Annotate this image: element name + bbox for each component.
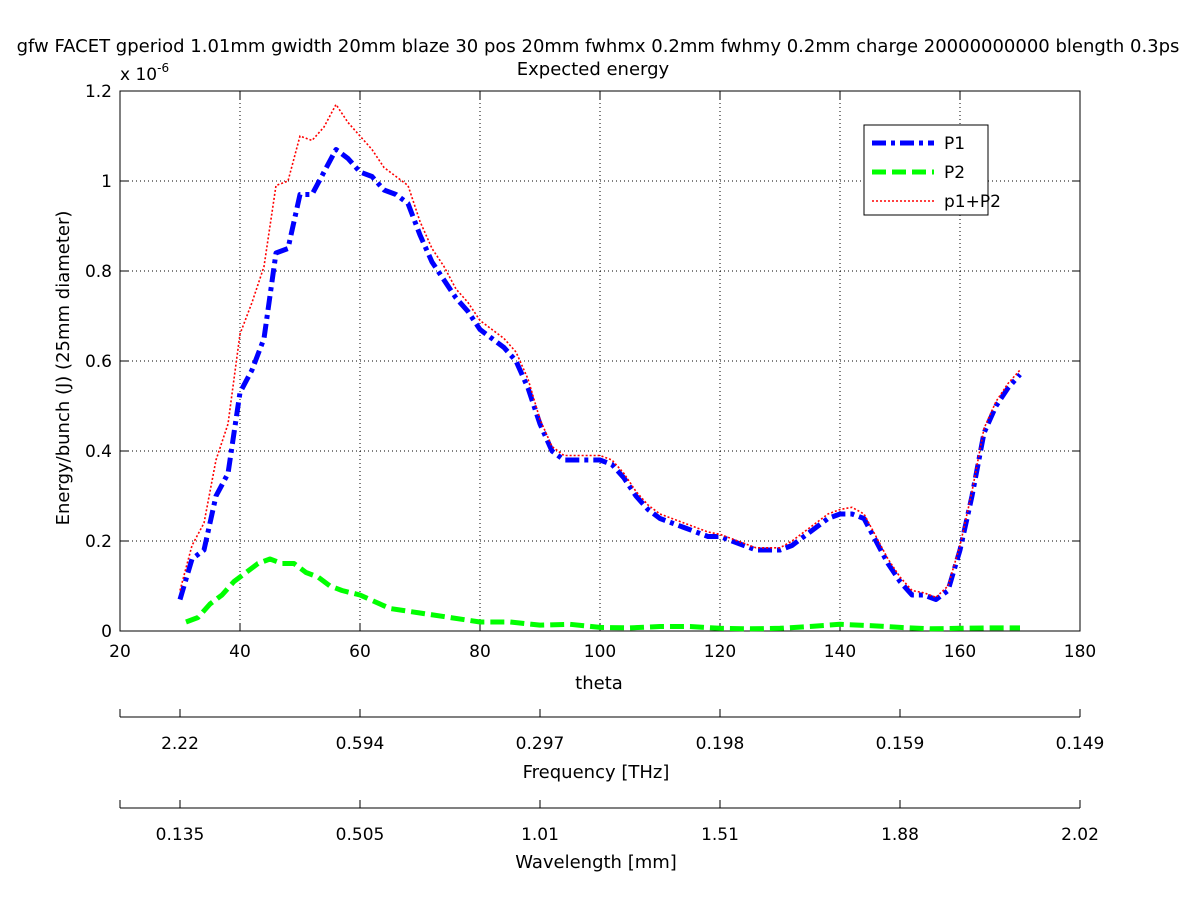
wavelength-axis: 0.135 0.505 1.01 1.51 1.88 2.02 — [119, 800, 1099, 845]
y-tick-label: 1.2 — [85, 82, 112, 102]
y-axis-label: Energy/bunch (J) (25mm diameter) — [53, 211, 74, 526]
x-tick-label: 60 — [349, 642, 371, 662]
legend: P1 P2 p1+P2 — [863, 124, 1001, 216]
secondary-tick-label: 0.149 — [1056, 734, 1105, 754]
frequency-axis: 2.22 0.594 0.297 0.198 0.159 0.149 — [119, 709, 1105, 754]
y-exponent-label: x 10-6 — [120, 61, 169, 85]
frequency-axis-label: Frequency [THz] — [523, 762, 670, 783]
secondary-tick-label: 1.51 — [701, 825, 739, 845]
secondary-tick-label: 0.594 — [336, 734, 385, 754]
x-tick-label: 180 — [1064, 642, 1096, 662]
secondary-tick-label: 0.159 — [876, 734, 925, 754]
x-tick-label: 20 — [109, 642, 131, 662]
series-line-p1 — [177, 147, 1022, 602]
y-tick-label: 0.8 — [85, 262, 112, 282]
x-tick-label: 140 — [824, 642, 856, 662]
legend-label: p1+P2 — [944, 192, 1001, 212]
y-tick-label: 0.4 — [85, 442, 112, 462]
y-tick-label: 1 — [101, 172, 112, 192]
chart-title: gfw FACET gperiod 1.01mm gwidth 20mm bla… — [17, 36, 1180, 57]
x-tick-label: 120 — [704, 642, 736, 662]
series-line-p1-p2 — [179, 103, 1021, 599]
secondary-tick-label: 1.88 — [881, 825, 919, 845]
secondary-tick-label: 0.135 — [156, 825, 205, 845]
axis-ticks: 20 40 60 80 100 120 140 160 180 0 0.2 0.4 0.6 0.8 1 1.2 — [85, 82, 1096, 662]
x-tick-label: 100 — [584, 642, 616, 662]
x-tick-label: 80 — [469, 642, 491, 662]
series-line-p2 — [185, 556, 1020, 632]
secondary-tick-label: 1.01 — [521, 825, 559, 845]
y-tick-label: 0.6 — [85, 352, 112, 372]
chart-subtitle: Expected energy — [517, 59, 670, 80]
y-tick-label: 0 — [101, 622, 112, 642]
legend-label: P2 — [944, 163, 965, 183]
secondary-tick-label: 2.02 — [1061, 825, 1099, 845]
y-exponent-power: -6 — [157, 61, 169, 75]
series-layer — [177, 103, 1022, 632]
x-axis-label: theta — [575, 673, 623, 694]
secondary-tick-label: 2.22 — [161, 734, 199, 754]
y-tick-label: 0.2 — [85, 532, 112, 552]
secondary-tick-label: 0.505 — [336, 825, 385, 845]
wavelength-axis-label: Wavelength [mm] — [515, 852, 677, 873]
legend-label: P1 — [944, 134, 965, 154]
y-exponent-base: x 10 — [120, 65, 157, 85]
secondary-tick-label: 0.297 — [516, 734, 565, 754]
x-tick-label: 160 — [944, 642, 976, 662]
secondary-tick-label: 0.198 — [696, 734, 745, 754]
x-tick-label: 40 — [229, 642, 251, 662]
